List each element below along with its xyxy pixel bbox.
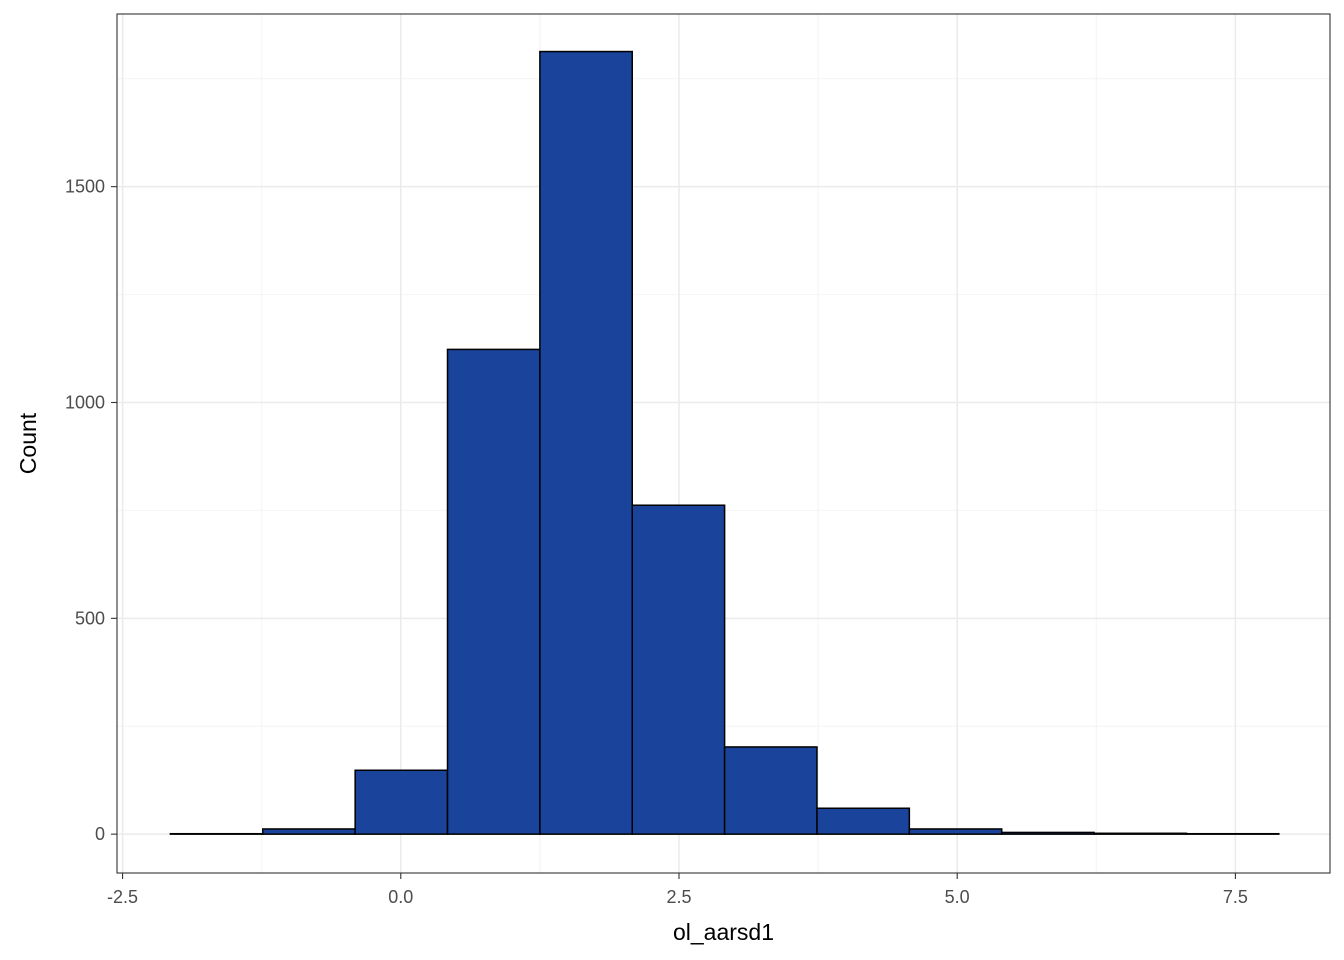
- panel-border: [116, 13, 1331, 874]
- histogram-bar: [908, 828, 1003, 835]
- x-tick-label: -2.5: [107, 887, 138, 907]
- histogram-bar: [631, 504, 726, 835]
- y-tick-label: 1000: [65, 392, 105, 412]
- histogram-bar: [446, 348, 541, 835]
- histogram-bar: [1000, 831, 1095, 835]
- histogram-bar: [354, 769, 449, 835]
- histogram-bar: [816, 807, 911, 835]
- histogram-bar: [262, 828, 356, 835]
- histogram-bars: [169, 50, 1280, 835]
- y-axis-ticks: 0 500 1000 1500: [65, 177, 117, 844]
- histogram-bar: [723, 746, 818, 835]
- x-tick-label: 5.0: [945, 887, 970, 907]
- y-axis-title: Count: [15, 412, 41, 474]
- x-axis-title: ol_aarsd1: [673, 919, 774, 945]
- x-tick-label: 2.5: [666, 887, 691, 907]
- histogram-bar: [539, 50, 633, 835]
- y-tick-label: 0: [95, 824, 105, 844]
- x-tick-label: 0.0: [388, 887, 413, 907]
- x-tick-label: 7.5: [1223, 887, 1248, 907]
- histogram-bar: [1093, 832, 1188, 835]
- y-tick-label: 500: [75, 608, 105, 628]
- y-tick-label: 1500: [65, 177, 105, 197]
- x-axis-ticks: -2.5 0.0 2.5 5.0 7.5: [107, 873, 1248, 907]
